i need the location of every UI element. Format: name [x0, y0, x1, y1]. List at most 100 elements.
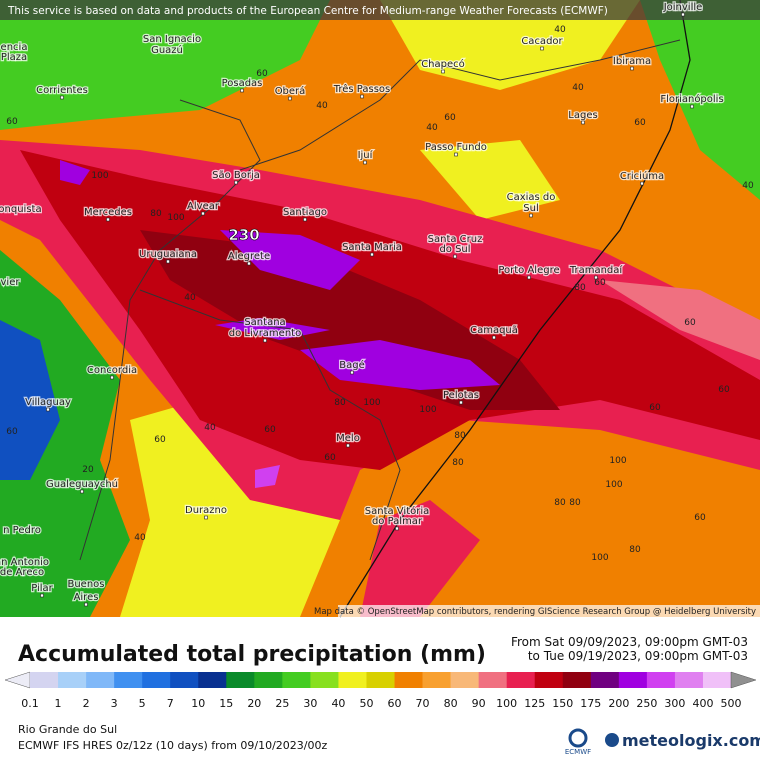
notice-bar — [0, 0, 760, 20]
city-marker — [459, 400, 463, 405]
colorbar-label: 0.1 — [21, 697, 39, 710]
colorbar-label: 100 — [496, 697, 517, 710]
coastline — [339, 0, 691, 618]
city-label: Pelotas — [443, 390, 479, 401]
city-marker — [360, 94, 364, 99]
colorbar-label: 5 — [139, 697, 146, 710]
colorbar-label: 250 — [636, 697, 657, 710]
contour-label: 80 — [334, 398, 346, 408]
city-marker — [581, 120, 585, 125]
contour-label: 40 — [204, 423, 216, 433]
city-label: n Pedro — [3, 525, 41, 536]
city-label: Oberá — [275, 85, 306, 97]
colorbar-under — [4, 671, 31, 689]
city-label: Pilar — [31, 583, 53, 594]
city-label: São Borja — [212, 170, 260, 181]
contour-label: 80 — [454, 431, 466, 441]
city-label: Camaquã — [470, 325, 518, 336]
area — [360, 500, 480, 617]
contour-label: 60 — [154, 435, 166, 445]
colorbar-cell — [646, 672, 676, 688]
city-label: Passo Fundo — [425, 142, 487, 153]
city-marker — [681, 12, 685, 17]
contour-label: 80 — [629, 545, 641, 555]
city-label: encia — [1, 42, 28, 53]
city-label: an Antonio — [0, 557, 49, 568]
city-marker — [346, 443, 350, 448]
colorbar: 0.1 1 2 3 5 7 10 15 20 25 30 40 50 60 70 80 90 100 125 150 1… — [4, 671, 757, 710]
colorbar-label: 500 — [721, 697, 742, 710]
colorbar-label: 80 — [444, 697, 458, 710]
contour-label: 100 — [91, 171, 108, 181]
contour-label: 40 — [742, 181, 754, 191]
city-label: Mercedes — [84, 207, 132, 218]
colorbar-cell — [310, 672, 339, 688]
city-label: Chapecó — [421, 58, 465, 70]
colorbar-cell — [394, 672, 423, 688]
colorbar-label: 1 — [55, 697, 62, 710]
contour-label: 40 — [184, 293, 196, 303]
attribution-bg — [338, 605, 760, 617]
contour-label: 60 — [256, 69, 268, 79]
city-label: Alegrete — [228, 251, 270, 262]
contour-label: 60 — [649, 403, 661, 413]
contour-label: 40 — [426, 123, 438, 133]
colorbar-label: 200 — [608, 697, 629, 710]
city-marker — [166, 259, 170, 264]
city-label: Santana — [244, 317, 285, 328]
contour-label: 100 — [605, 480, 622, 490]
contour-label: 80 — [150, 209, 162, 219]
colorbar-cell — [282, 672, 311, 688]
colorbar-label: 30 — [303, 697, 317, 710]
ecmwf-text: ECMWF — [565, 748, 591, 756]
area — [380, 0, 640, 90]
city-label: Caxias do — [507, 192, 556, 203]
city-marker — [540, 46, 544, 51]
city-label: Uruguaiana — [139, 249, 197, 260]
city-label: Durazno — [185, 505, 227, 516]
city-label: Santa Cruz — [428, 234, 483, 245]
contour-label: 100 — [167, 213, 184, 223]
colorbar-label: 175 — [580, 697, 601, 710]
city-label: Ibirama — [613, 56, 651, 67]
city-label: Joinville — [663, 2, 703, 13]
colorbar-cell — [114, 672, 143, 688]
contour-label: 60 — [594, 278, 606, 288]
colorbar-label: 150 — [552, 697, 573, 710]
contour-label: 60 — [264, 425, 276, 435]
colorbar-label: 70 — [416, 697, 430, 710]
period-to: to Tue 09/19/2023, 09:00pm GMT-03 — [528, 649, 748, 663]
ecmwf-logo — [568, 728, 588, 748]
city-label: Aires — [74, 592, 99, 603]
colorbar-label: 125 — [524, 697, 545, 710]
city-marker — [640, 181, 644, 186]
colorbar-label: 40 — [331, 697, 345, 710]
contour-label: 60 — [694, 513, 706, 523]
colorbar-label: 15 — [219, 697, 233, 710]
contour-label: 40 — [554, 25, 566, 35]
colorbar-cell — [338, 672, 367, 688]
colorbar-cell — [422, 672, 451, 688]
region: Rio Grande do Sul — [18, 723, 117, 736]
city-label: Santa Maria — [342, 242, 402, 253]
city-label: Gualeguaychú — [46, 478, 118, 490]
city-marker — [240, 88, 244, 93]
contour-label: 80 — [569, 498, 581, 508]
contour-label: 100 — [363, 398, 380, 408]
city-label: Posadas — [222, 78, 263, 89]
city-marker — [630, 66, 634, 71]
model-info: ECMWF IFS HRES 0z/12z (10 days) from 09/… — [18, 739, 328, 752]
city-marker — [350, 370, 354, 375]
city-marker — [263, 338, 267, 343]
contour-label: 40 — [316, 101, 328, 111]
colorbar-label: 90 — [472, 697, 486, 710]
city-marker — [110, 375, 114, 380]
city-label: Florianópolis — [660, 93, 723, 105]
colorbar-label: 300 — [664, 697, 685, 710]
city-marker — [395, 526, 399, 531]
city-marker — [46, 407, 50, 412]
city-label: onquista — [0, 204, 42, 215]
contour-label: 20 — [82, 465, 94, 475]
city-marker — [441, 69, 445, 74]
contour-label: 60 — [6, 427, 18, 437]
